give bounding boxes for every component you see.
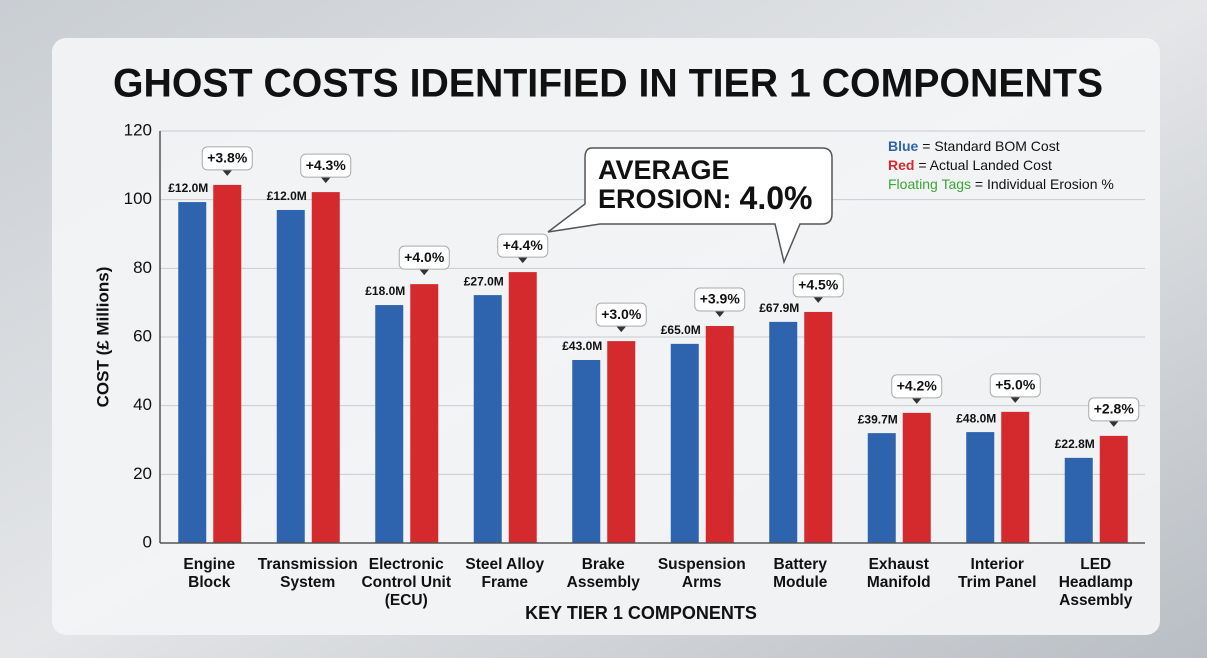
bar [178,202,207,543]
bar [705,326,734,543]
x-tick-label: Transmission System [258,556,358,591]
bar [410,284,439,543]
erosion-tag-pointer [813,296,824,303]
erosion-tag-box [1088,397,1140,422]
cost-tag: £65.0M [661,323,701,337]
y-tick-label: 40 [133,395,152,414]
x-tick-label: Suspension Arms [658,556,746,591]
erosion-tag-box [694,287,746,312]
callout-line2: EROSION: 4.0% [598,180,812,216]
bar [473,295,502,543]
y-tick-label: 80 [133,258,152,277]
erosion-tag-box [989,373,1041,398]
legend-text: Actual Landed Cost [930,157,1052,173]
callout-text: 4.0% [740,180,813,216]
legend-text: Red [888,157,914,173]
cost-tag: £18.0M [365,284,405,298]
bar [213,184,242,544]
y-tick-label: 0 [143,532,152,551]
legend-text: = [914,157,929,173]
callout-line1: AVERAGE [598,155,730,185]
erosion-tag: +5.0% [995,377,1036,393]
erosion-tag-pointer [419,269,430,276]
cost-tag: £12.0M [168,181,208,195]
bar [572,360,601,543]
chart-title: GHOST COSTS IDENTIFIED IN TIER 1 COMPONE… [113,62,1103,106]
bar [375,305,404,543]
bar [1099,435,1128,543]
bar [670,343,699,543]
x-tick-label: Engine Block [183,556,235,591]
erosion-tag-box [398,245,450,270]
erosion-tag-pointer [1010,396,1021,403]
erosion-tag: +4.0% [404,249,445,265]
erosion-tag-pointer [1108,420,1119,427]
x-tick-label: Steel Alloy Frame [465,556,544,591]
cost-tag: £27.0M [464,274,504,288]
erosion-tag: +2.8% [1094,401,1135,417]
y-tick-label: 120 [124,120,152,139]
erosion-tag-pointer [517,257,528,264]
erosion-tag-box [497,233,549,258]
cost-tag: £48.0M [956,411,996,425]
x-tick-label: Electronic Control Unit (ECU) [361,556,451,609]
bar [769,321,798,543]
callout-text: EROSION: [598,184,732,214]
erosion-tag: +4.2% [897,378,938,394]
cost-tag: £43.0M [562,339,602,353]
bar [867,433,896,543]
cost-tag: £22.8M [1055,437,1095,451]
bar [966,432,995,543]
erosion-tag: +3.0% [601,306,642,322]
y-tick-label: 60 [133,326,152,345]
cost-tag: £39.7M [858,412,898,426]
bar [1064,457,1093,543]
bar [311,192,340,543]
legend-text: = [918,138,934,154]
erosion-tag-box [891,374,943,399]
x-tick-label: Exhaust Manifold [867,556,931,591]
erosion-tag-pointer [911,397,922,404]
legend-entry: Floating Tags = Individual Erosion % [888,176,1114,192]
cost-tag: £12.0M [267,189,307,203]
legend-text: Individual Erosion % [987,176,1114,192]
x-tick-label: Interior Trim Panel [958,556,1036,591]
erosion-tag-box [300,153,352,178]
x-tick-label: LED Headlamp Assembly [1059,556,1133,609]
erosion-tag-box [595,302,647,327]
erosion-tag: +3.8% [207,150,248,166]
y-axis-label: COST (£ Millions) [93,267,112,408]
x-tick-label: Brake Assembly [567,556,641,591]
cost-tag: £67.9M [759,301,799,315]
y-tick-label: 100 [124,189,152,208]
bar [902,412,931,543]
y-tick-label: 20 [133,464,152,483]
legend-text: Standard BOM Cost [934,138,1059,154]
x-axis-label: KEY TIER 1 COMPONENTS [525,603,757,623]
erosion-tag-pointer [616,326,627,333]
legend-entry: Red = Actual Landed Cost [888,157,1052,173]
erosion-tag-box [792,273,844,298]
bar [508,272,537,543]
legend-entry: Blue = Standard BOM Cost [888,138,1060,154]
erosion-tag: +4.5% [798,277,839,293]
erosion-tag: +4.4% [503,237,544,253]
legend-text: Blue [888,138,919,154]
erosion-tag-box [201,146,253,171]
bar [607,341,636,543]
erosion-tag-pointer [222,169,233,176]
bar [804,311,833,543]
erosion-tag: +3.9% [700,291,741,307]
erosion-tag-pointer [320,177,331,184]
erosion-tag: +4.3% [306,157,347,173]
x-tick-label: Battery Module [773,556,828,591]
bar [1001,411,1030,543]
legend-text: Floating Tags [888,176,971,192]
bar [276,209,305,543]
callout-bubble [547,147,833,265]
legend-text: = [971,176,987,192]
erosion-tag-pointer [714,311,725,318]
